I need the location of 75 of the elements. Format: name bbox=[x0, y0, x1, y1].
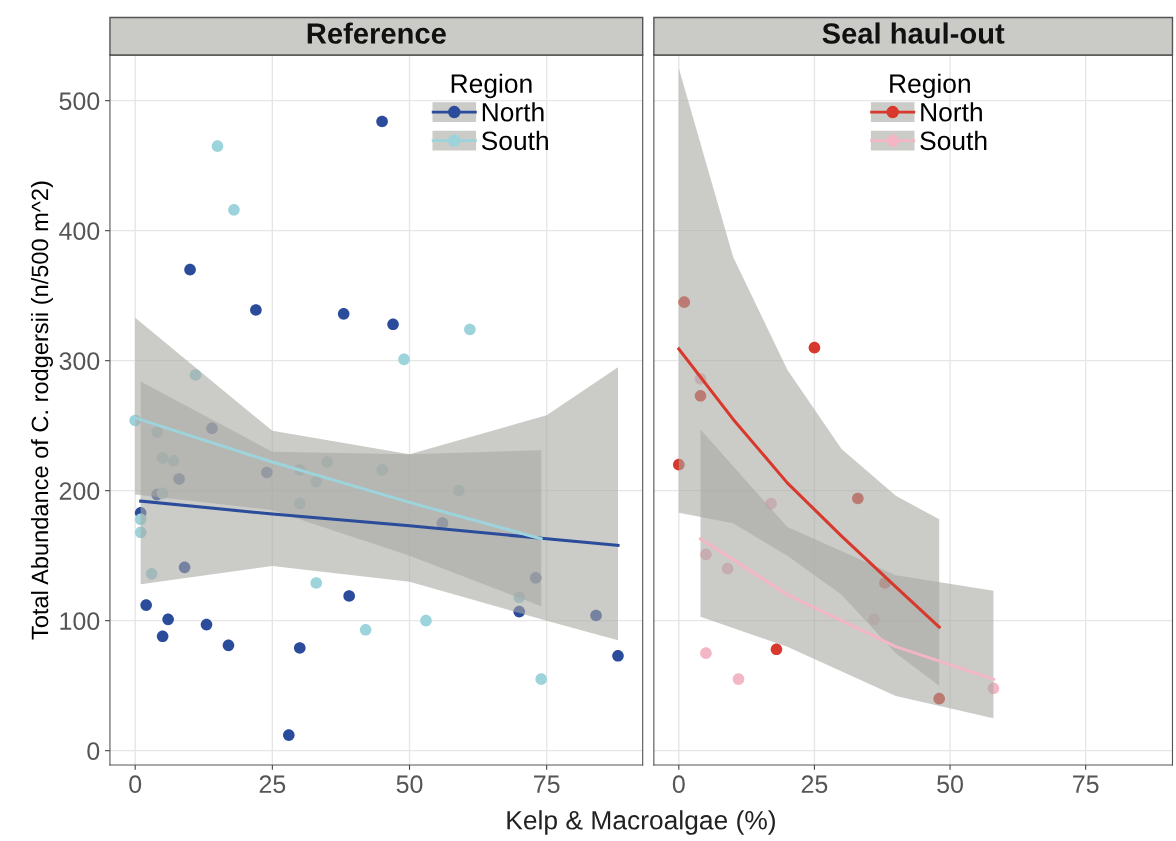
point bbox=[359, 623, 372, 636]
point bbox=[228, 204, 240, 216]
x-axis-title: Kelp & Macroalgae (%) bbox=[507, 810, 775, 835]
legend-label: South bbox=[481, 130, 548, 151]
point bbox=[145, 568, 158, 580]
x-tick-label: 50 bbox=[937, 775, 963, 794]
y-tick-label: 0 bbox=[87, 742, 100, 760]
x-tick-label: 50 bbox=[396, 775, 423, 794]
x-tick-label: 0 bbox=[672, 775, 685, 794]
point bbox=[398, 353, 410, 366]
y-tick-label: 400 bbox=[59, 222, 100, 240]
point bbox=[420, 614, 432, 627]
point bbox=[694, 389, 707, 402]
point bbox=[590, 609, 602, 622]
chart-title: Reference bbox=[307, 22, 446, 44]
point bbox=[387, 318, 399, 331]
point bbox=[293, 642, 306, 654]
point bbox=[222, 639, 235, 652]
point bbox=[173, 473, 185, 485]
point bbox=[987, 682, 1000, 695]
chart-title: Seal haul-out bbox=[822, 22, 1005, 44]
y-tick-label: 300 bbox=[59, 352, 100, 370]
point bbox=[868, 613, 880, 626]
x-tick-label: 25 bbox=[801, 775, 828, 794]
point bbox=[250, 304, 262, 316]
x-tick-label: 75 bbox=[1073, 775, 1099, 794]
y-tick-label: 500 bbox=[59, 92, 100, 110]
point bbox=[211, 140, 224, 152]
point bbox=[151, 426, 163, 438]
point bbox=[464, 323, 476, 336]
point bbox=[852, 492, 864, 505]
point bbox=[700, 548, 712, 561]
point bbox=[513, 591, 526, 604]
point bbox=[535, 673, 547, 685]
point bbox=[376, 115, 388, 128]
point bbox=[343, 590, 355, 602]
point bbox=[612, 649, 624, 662]
point bbox=[162, 613, 174, 626]
point bbox=[808, 341, 821, 354]
point bbox=[933, 692, 946, 705]
point bbox=[189, 369, 202, 381]
point bbox=[134, 526, 147, 539]
legend-label: South bbox=[920, 130, 987, 151]
point bbox=[310, 577, 323, 589]
x-tick-label: 75 bbox=[534, 775, 560, 794]
point bbox=[261, 466, 273, 479]
point bbox=[283, 729, 295, 741]
point bbox=[337, 308, 350, 320]
point bbox=[156, 487, 169, 500]
y-axis-title: Total Abundance of C. rodgersii (n/500 m^2) bbox=[30, 181, 53, 640]
legend-title: Region bbox=[451, 73, 532, 99]
point bbox=[721, 562, 734, 575]
point bbox=[156, 630, 169, 643]
point bbox=[770, 643, 783, 656]
point bbox=[178, 561, 191, 574]
point bbox=[200, 618, 213, 631]
x-tick-label: 25 bbox=[259, 775, 286, 794]
point bbox=[673, 458, 685, 471]
y-tick-label: 100 bbox=[60, 612, 100, 630]
point bbox=[206, 422, 218, 435]
legend-label: North bbox=[482, 102, 544, 122]
point bbox=[140, 599, 152, 611]
point bbox=[700, 647, 712, 659]
legend-title: Region bbox=[890, 73, 970, 99]
legend-label: North bbox=[921, 102, 982, 122]
point bbox=[184, 263, 196, 276]
point bbox=[732, 673, 745, 685]
point bbox=[529, 571, 542, 584]
y-tick-label: 200 bbox=[59, 482, 100, 500]
point bbox=[678, 296, 691, 308]
point bbox=[765, 497, 777, 510]
point bbox=[134, 513, 147, 526]
point bbox=[310, 475, 323, 488]
point bbox=[513, 605, 526, 618]
x-tick-label: 0 bbox=[129, 775, 142, 794]
